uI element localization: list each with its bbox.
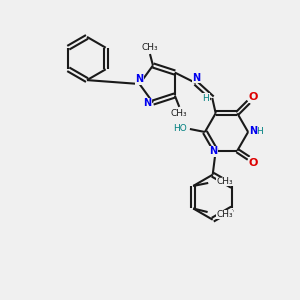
Text: H: H (202, 94, 209, 103)
Text: CH₃: CH₃ (217, 177, 233, 186)
Text: O: O (248, 158, 258, 168)
Text: O: O (248, 92, 258, 102)
Text: HO: HO (173, 124, 187, 133)
Text: N: N (249, 126, 258, 136)
Text: N: N (209, 146, 218, 156)
Text: H: H (256, 128, 263, 136)
Text: CH₃: CH₃ (216, 210, 232, 219)
Text: N: N (143, 98, 152, 108)
Text: N: N (192, 73, 200, 83)
Text: CH₃: CH₃ (171, 109, 188, 118)
Text: CH₃: CH₃ (142, 43, 158, 52)
Text: N: N (135, 74, 143, 85)
